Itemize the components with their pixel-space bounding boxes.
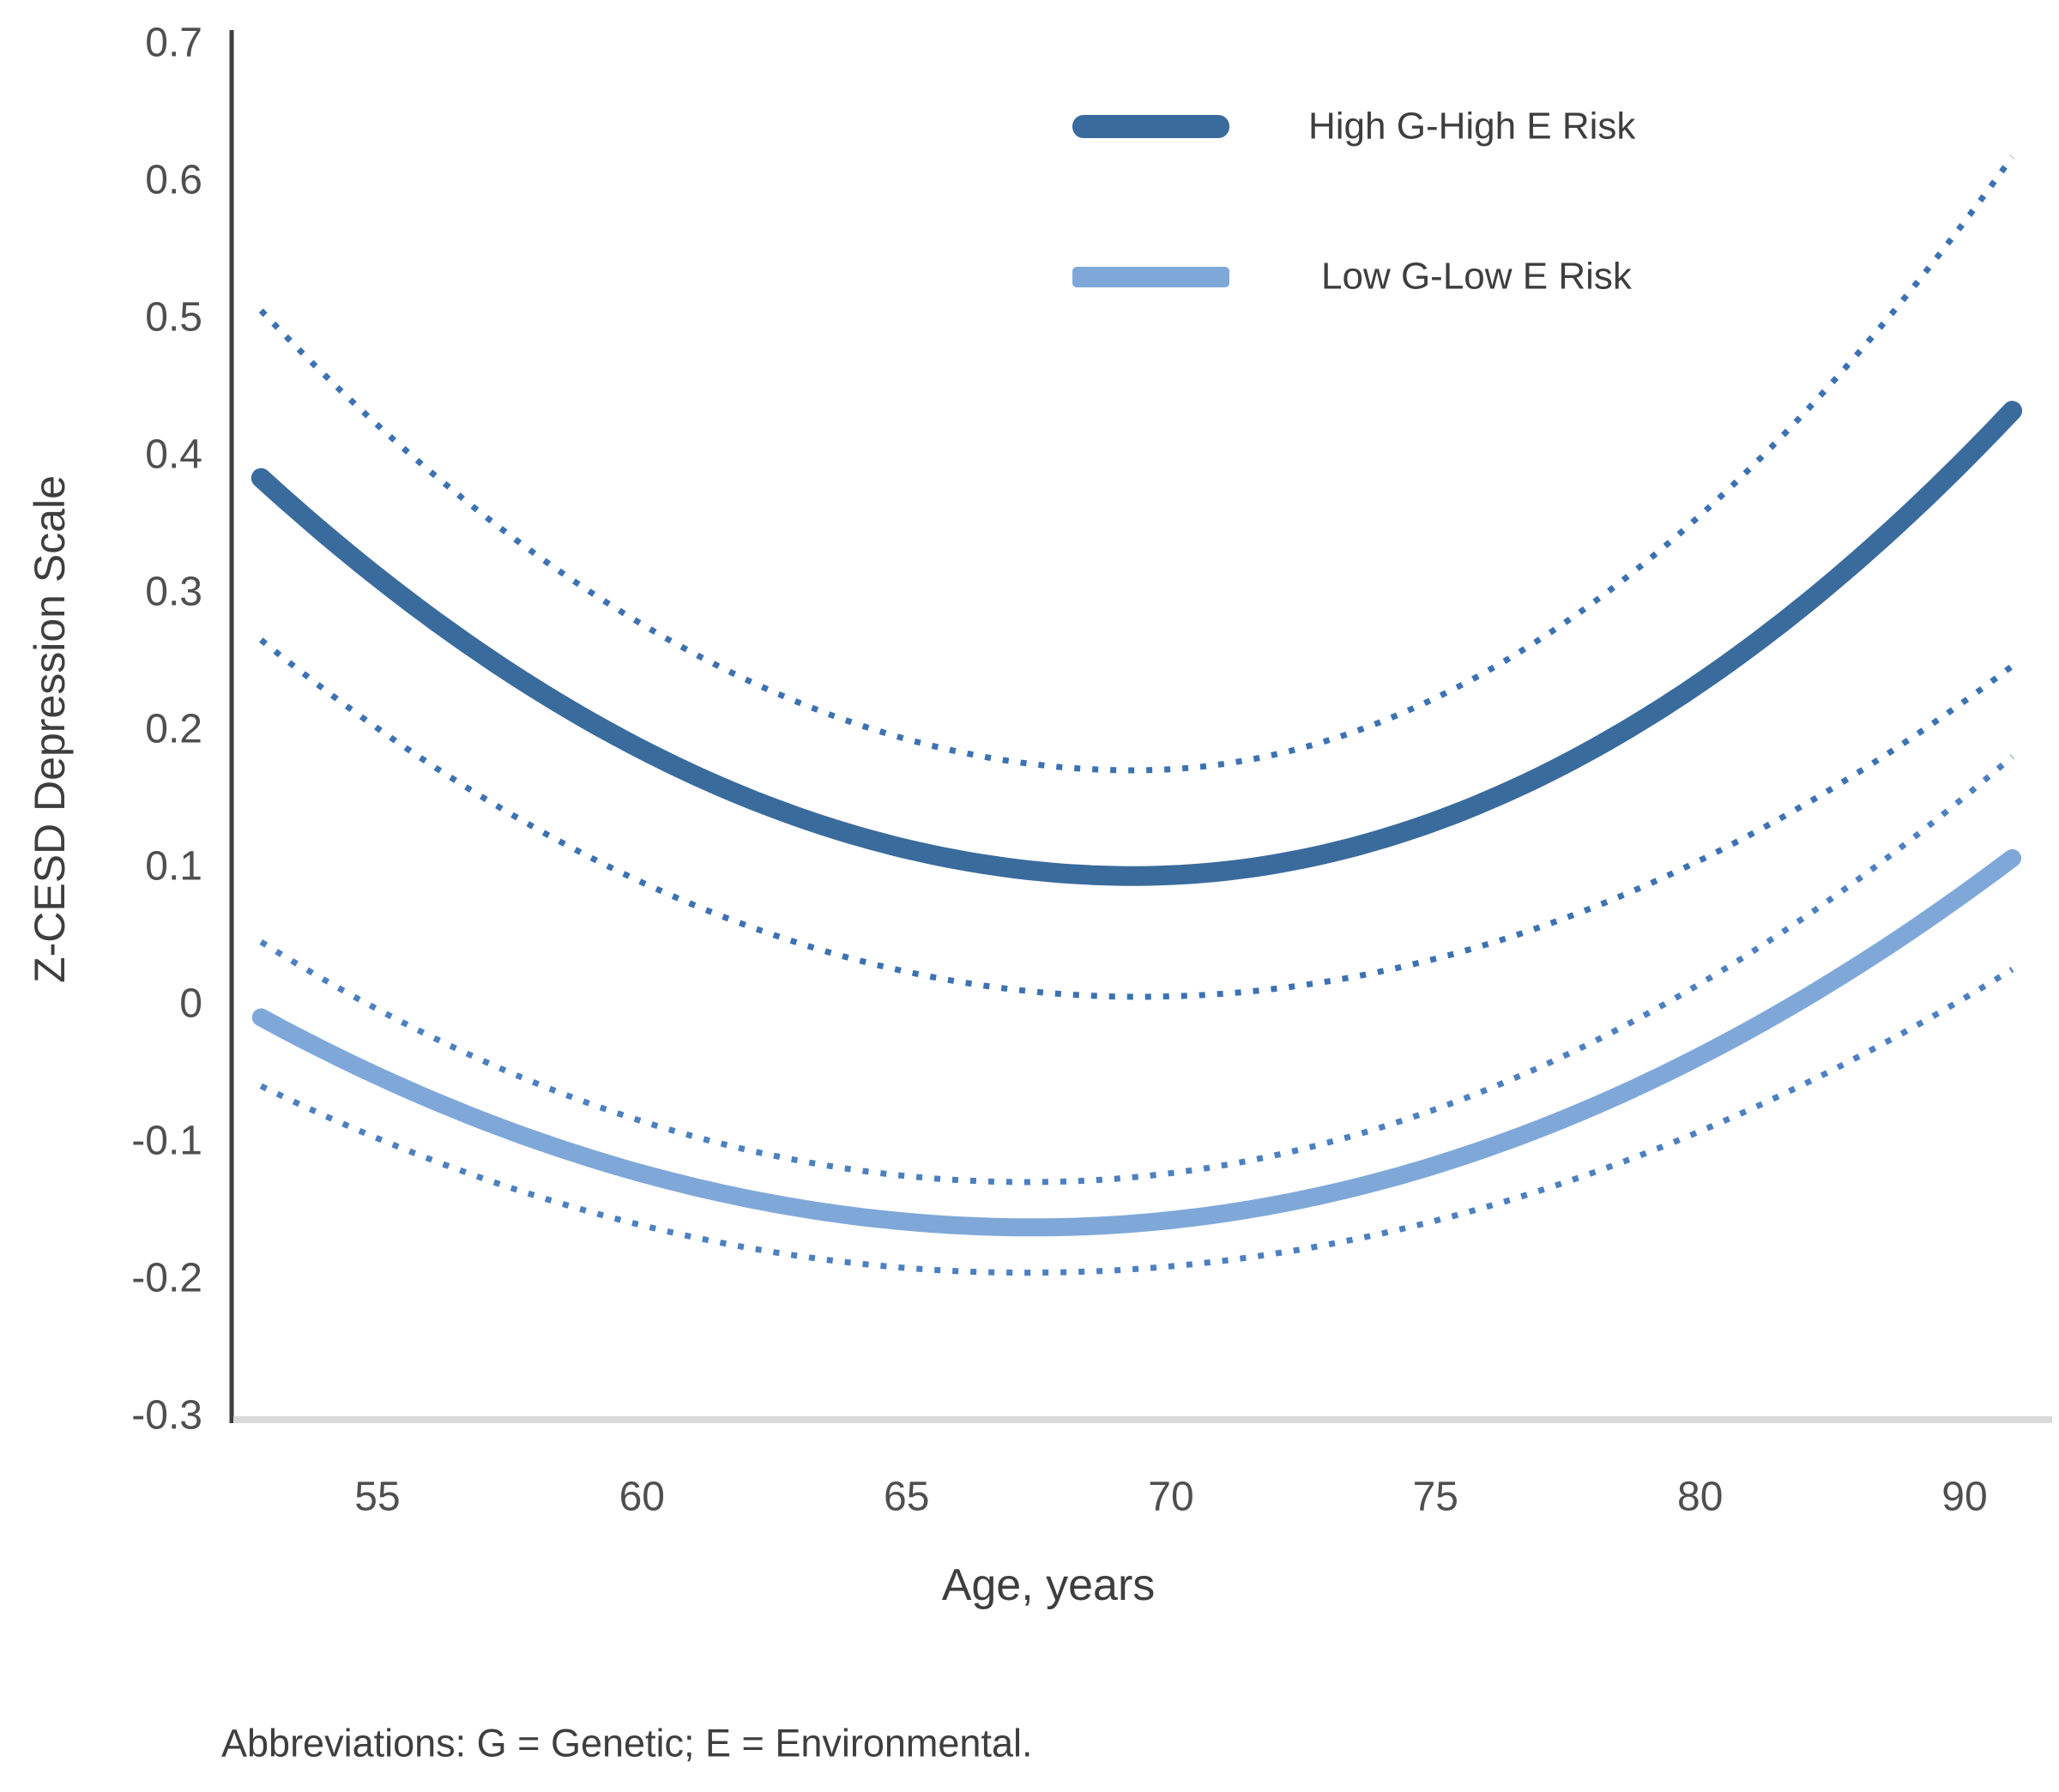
y-tick-label: 0.3 <box>145 570 202 615</box>
y-tick-label: -0.1 <box>131 1119 202 1164</box>
x-tick-label: 75 <box>1413 1475 1458 1520</box>
x-tick-label: 60 <box>619 1475 665 1520</box>
x-tick-label: 55 <box>354 1475 400 1520</box>
y-tick-label: 0.2 <box>145 707 202 752</box>
legend-label-high-risk: High G-High E Risk <box>1308 106 1636 148</box>
y-axis-title: Z-CESD Depression Scale <box>26 475 74 983</box>
x-tick-label: 90 <box>1941 1475 1987 1520</box>
x-tick-label: 80 <box>1677 1475 1723 1520</box>
y-tick-label: 0.1 <box>145 844 202 890</box>
x-tick-label: 70 <box>1148 1475 1193 1520</box>
x-tick-labels: 55 60 65 70 75 80 90 <box>354 1475 1987 1520</box>
y-tick-label: -0.2 <box>131 1256 202 1301</box>
abbreviations-note: Abbreviations: G = Genetic; E = Environm… <box>221 1722 1032 1765</box>
legend: High G-High E Risk Low G-Low E Risk <box>1072 106 1636 298</box>
ci-curve-high-g-high-e-risk <box>259 637 2014 1000</box>
legend-label-low-risk: Low G-Low E Risk <box>1321 256 1633 298</box>
curves-group <box>251 154 2022 1276</box>
y-tick-label: 0.7 <box>145 21 202 66</box>
y-tick-label: 0.4 <box>145 432 202 478</box>
y-tick-label: -0.3 <box>131 1393 202 1439</box>
mean-curve-high-g-high-e-risk <box>251 401 2022 886</box>
legend-swatch-high-risk <box>1072 115 1229 138</box>
ci-curve-high-g-high-e-risk <box>258 154 2015 774</box>
y-tick-label: 0.5 <box>145 295 202 341</box>
ci-curve-low-g-low-e-risk <box>259 967 2014 1276</box>
x-axis-title: Age, years <box>942 1560 1156 1610</box>
y-tick-label: 0 <box>179 981 202 1027</box>
y-tick-label: 0.6 <box>145 158 202 203</box>
legend-swatch-low-risk <box>1072 267 1229 287</box>
ci-curve-low-g-low-e-risk <box>259 754 2014 1186</box>
y-tick-labels: 0.7 0.6 0.5 0.4 0.3 0.2 0.1 0 -0.1 -0.2 -0.3 <box>131 21 202 1439</box>
x-tick-label: 65 <box>884 1475 929 1520</box>
mean-curve-low-g-low-e-risk <box>251 848 2021 1237</box>
